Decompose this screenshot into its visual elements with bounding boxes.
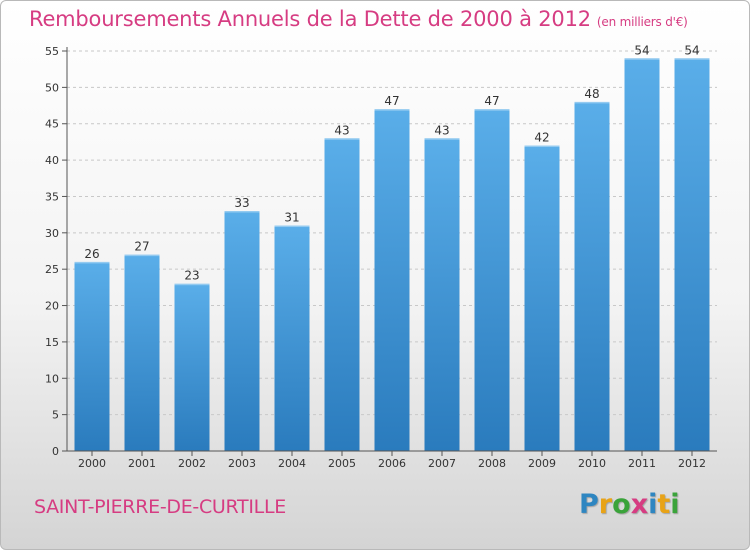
bar-highlight xyxy=(124,254,160,257)
y-tick-label: 35 xyxy=(45,190,59,203)
data-label-2011: 54 xyxy=(634,43,649,57)
logo-letter: P xyxy=(579,489,599,520)
y-tick-label: 15 xyxy=(45,336,59,349)
chart-subtitle: (en milliers d'€) xyxy=(596,15,688,29)
x-tick-label-2005: 2005 xyxy=(328,457,356,470)
x-tick-label-2002: 2002 xyxy=(178,457,206,470)
bar-2005 xyxy=(324,138,360,452)
bar-highlight xyxy=(574,101,610,104)
x-tick-label-2000: 2000 xyxy=(78,457,106,470)
data-label-2002: 23 xyxy=(184,269,199,283)
commune-name: SAINT-PIERRE-DE-CURTILLE xyxy=(34,496,286,518)
bar-highlight xyxy=(374,109,410,111)
y-tick-label: 45 xyxy=(45,118,59,131)
data-label-2005: 43 xyxy=(334,123,349,137)
bar-2000 xyxy=(74,261,110,451)
bar-highlight xyxy=(624,58,660,60)
data-label-2000: 26 xyxy=(84,247,99,261)
data-label-2004: 31 xyxy=(284,211,299,225)
x-tick-label-2012: 2012 xyxy=(678,457,706,470)
bar-2012 xyxy=(674,58,710,451)
bar-2006 xyxy=(374,109,410,451)
y-tick-label: 55 xyxy=(45,45,59,58)
x-tick-label-2004: 2004 xyxy=(278,457,306,470)
labels: 0 5 10 15 20 25 30 35 40 45 50 55 26 2000 27 2001 23 2002… xyxy=(45,43,706,470)
x-tick-label-2003: 2003 xyxy=(228,457,256,470)
x-tick-label-2010: 2010 xyxy=(578,457,606,470)
bar-2007 xyxy=(424,138,460,452)
bar-highlight xyxy=(324,138,360,140)
bar-2002 xyxy=(174,283,210,451)
logo-letter: i xyxy=(648,489,658,520)
bar-highlight xyxy=(224,211,260,213)
data-label-2006: 47 xyxy=(384,94,399,108)
y-tick-label: 10 xyxy=(45,372,59,385)
bar-2004 xyxy=(274,225,310,451)
bar-2001 xyxy=(124,254,160,451)
bar-2010 xyxy=(574,101,610,451)
bar-highlight xyxy=(74,261,110,264)
bar-highlight xyxy=(274,225,310,228)
x-tick-label-2011: 2011 xyxy=(628,457,656,470)
y-tick-label: 5 xyxy=(52,409,59,422)
logo-letter: o xyxy=(612,489,631,520)
axes xyxy=(62,47,717,456)
x-tick-label-2006: 2006 xyxy=(378,457,406,470)
bar-2008 xyxy=(474,109,510,451)
bar-highlight xyxy=(674,58,710,60)
data-label-2009: 42 xyxy=(534,131,549,145)
y-tick-label: 30 xyxy=(45,227,59,240)
y-tick-label: 20 xyxy=(45,300,59,313)
y-tick-label: 0 xyxy=(52,445,59,458)
y-tick-label: 40 xyxy=(45,154,59,167)
chart-title-text: Remboursements Annuels de la Dette de 20… xyxy=(29,7,591,31)
x-tick-label-2009: 2009 xyxy=(528,457,556,470)
data-label-2008: 47 xyxy=(484,94,499,108)
bar-highlight xyxy=(424,138,460,140)
x-tick-label-2008: 2008 xyxy=(478,457,506,470)
data-label-2012: 54 xyxy=(684,43,699,57)
logo-letter: i xyxy=(670,489,680,520)
data-label-2003: 33 xyxy=(234,196,249,210)
chart-title: Remboursements Annuels de la Dette de 20… xyxy=(29,7,688,31)
bar-highlight xyxy=(524,145,560,148)
logo-letter: r xyxy=(598,489,613,520)
data-label-2010: 48 xyxy=(584,87,599,101)
x-tick-label-2001: 2001 xyxy=(128,457,156,470)
logo-letter: t xyxy=(657,489,671,520)
data-label-2001: 27 xyxy=(134,240,149,254)
bar-highlight xyxy=(174,283,210,286)
logo-letter: x xyxy=(630,489,649,520)
y-tick-label: 25 xyxy=(45,263,59,276)
bar-2003 xyxy=(224,211,260,451)
y-tick-label: 50 xyxy=(45,81,59,94)
bar-2011 xyxy=(624,58,660,451)
x-tick-label-2007: 2007 xyxy=(428,457,456,470)
data-label-2007: 43 xyxy=(434,123,449,137)
bars xyxy=(74,58,710,452)
bar-highlight xyxy=(474,109,510,111)
proxiti-logo[interactable]: Proxiti xyxy=(579,489,680,520)
bar-2009 xyxy=(524,145,560,451)
